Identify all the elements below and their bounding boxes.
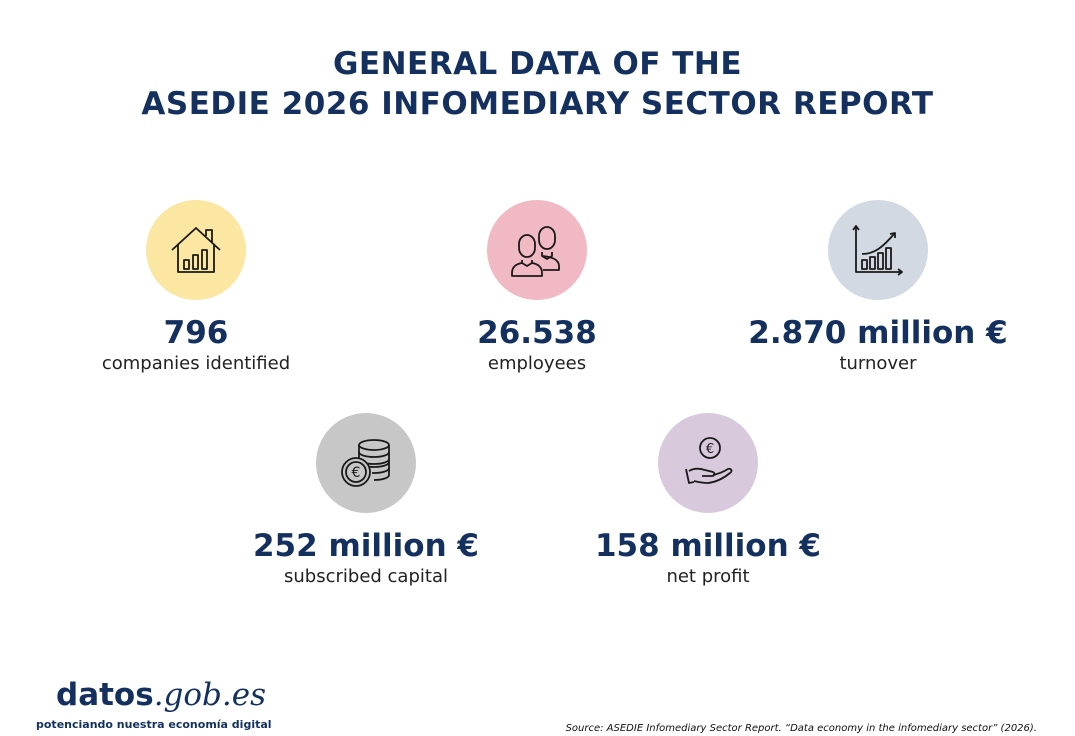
page-title: GENERAL DATA OF THE ASEDIE 2026 INFOMEDI… <box>0 44 1075 124</box>
logo-tagline: potenciando nuestra economía digital <box>36 718 272 731</box>
companies-label: companies identified <box>101 353 291 374</box>
stat-turnover: 2.870 million € turnover <box>708 200 1048 376</box>
source-note: Source: ASEDIE Infomediary Sector Report… <box>565 723 1037 734</box>
profit-value: 158 million € <box>594 528 822 564</box>
logo-part-gob-es: .gob.es <box>153 677 267 713</box>
growth-chart-icon <box>852 225 903 276</box>
hand-euro-icon: € <box>685 437 733 484</box>
logo-wordmark: datos.gob.es <box>56 676 266 714</box>
coins-stack-icon: € <box>341 439 390 487</box>
datos-gob-logo: datos.gob.es potenciando nuestra economí… <box>36 676 272 731</box>
stat-capital: € 252 million € subscribed capital <box>196 413 536 589</box>
employees-label: employees <box>487 353 587 374</box>
logo-part-datos: datos <box>56 677 154 713</box>
turnover-icon-circle <box>828 200 928 300</box>
people-icon <box>511 226 560 277</box>
employees-value: 26.538 <box>477 315 597 351</box>
profit-icon-circle: € <box>658 413 758 513</box>
stat-profit: € 158 million € net profit <box>538 413 878 589</box>
profit-label: net profit <box>666 566 750 587</box>
turnover-value: 2.870 million € <box>748 315 1008 351</box>
employees-icon-circle <box>487 200 587 300</box>
capital-label: subscribed capital <box>284 566 448 587</box>
svg-text:€: € <box>352 465 361 481</box>
svg-text:€: € <box>706 442 714 457</box>
capital-icon-circle: € <box>316 413 416 513</box>
title-line-1: GENERAL DATA OF THE <box>332 46 743 82</box>
companies-icon-circle <box>146 200 246 300</box>
companies-value: 796 <box>163 315 229 351</box>
turnover-label: turnover <box>839 353 917 374</box>
capital-value: 252 million € <box>252 528 480 564</box>
title-line-2: ASEDIE 2026 INFOMEDIARY SECTOR REPORT <box>141 86 934 122</box>
stat-companies: 796 companies identified <box>26 200 366 376</box>
stat-employees: 26.538 employees <box>367 200 707 376</box>
house-chart-icon <box>171 227 221 273</box>
